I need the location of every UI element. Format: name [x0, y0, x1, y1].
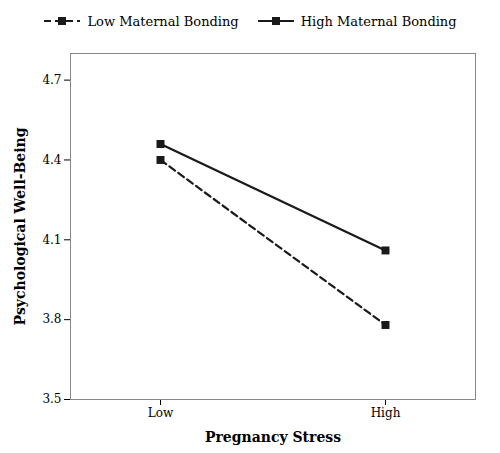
svg-text:4.7: 4.7: [42, 73, 61, 87]
svg-text:Psychological Well-Being: Psychological Well-Being: [12, 127, 28, 325]
svg-text:Low: Low: [148, 406, 174, 420]
svg-text:3.5: 3.5: [42, 392, 61, 406]
svg-text:4.1: 4.1: [42, 233, 61, 247]
html-text:High Maternal Bonding: High Maternal Bonding: [300, 13, 457, 29]
svg-text:4.4: 4.4: [42, 153, 61, 167]
html-text:Low Maternal Bonding: Low Maternal Bonding: [87, 13, 239, 29]
svg-text:High: High: [371, 406, 401, 420]
svg-text:Pregnancy Stress: Pregnancy Stress: [205, 429, 341, 445]
svg-text:3.8: 3.8: [42, 312, 61, 326]
